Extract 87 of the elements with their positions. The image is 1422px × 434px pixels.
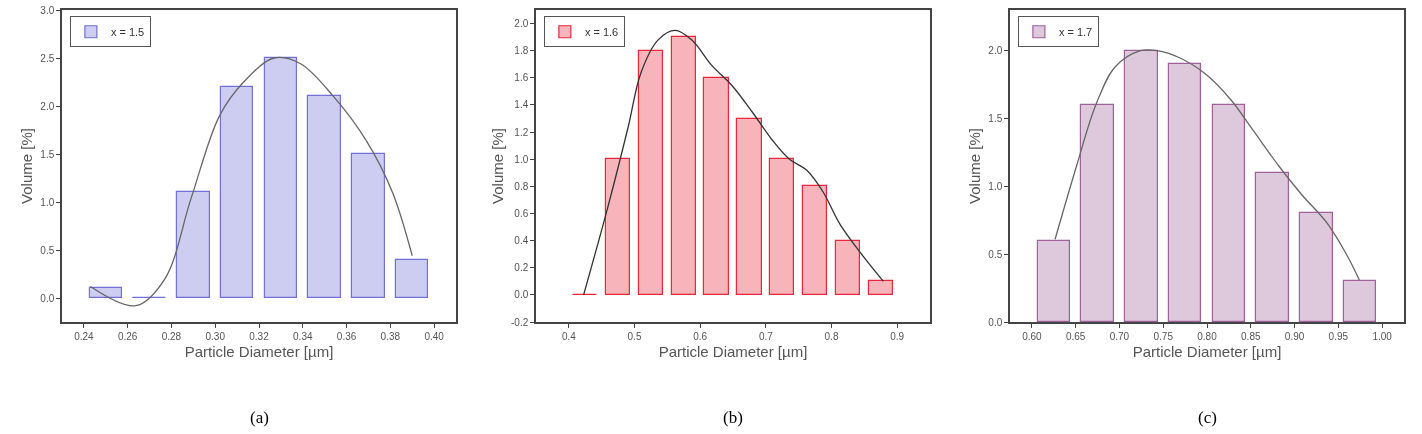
legend-label: x = 1.5 [110,26,145,39]
y-axis-title: Volume [%] [488,128,506,204]
y-axis-title: Volume [%] [18,128,36,204]
x-tick-label: 0.70 [1109,330,1130,342]
y-tick-label: -0.2 [511,316,529,328]
x-tick-label: 0.85 [1241,330,1261,342]
y-tick-label: 1.0 [988,180,1003,192]
bar [350,152,385,298]
x-tick-label: 0.80 [1197,330,1218,342]
x-tick-label: 0.7 [758,330,774,342]
y-tick-label: 1.8 [514,45,529,57]
bar [394,258,428,298]
bar [263,56,297,298]
bar [702,76,729,295]
bar [1036,239,1070,322]
x-tick-label: 0.30 [205,330,226,342]
y-tick-label: 1.5 [40,148,55,160]
y-tick-label: 1.6 [514,72,529,84]
bar [1079,103,1114,322]
bar [219,85,253,298]
y-tick-label: 2.0 [514,18,529,30]
bar [834,239,860,295]
x-tick-label: 0.8 [824,330,839,342]
legend-label: x = 1.6 [584,26,619,39]
y-tick-label: 1.4 [514,99,529,111]
text: (a) [250,408,269,427]
bar [1123,49,1158,322]
y-tick-label: 1.0 [514,153,529,165]
bar [1254,171,1289,322]
x-tick-label: 0.65 [1065,330,1086,342]
y-tick-label: 0.6 [514,207,529,219]
y-tick-label: 1.0 [40,196,55,208]
text: (c) [1198,408,1217,427]
x-tick-label: 0.5 [627,330,642,342]
bar [88,286,122,298]
y-tick-label: 2.0 [988,45,1003,57]
line-series [582,29,885,296]
x-axis-title: Particle Diameter [µm] [1132,343,1282,361]
bar [175,190,210,298]
y-tick-label: 0.0 [988,316,1003,328]
x-tick-label: 0.6 [693,330,708,342]
x-tick-label: 0.75 [1153,330,1174,342]
x-axis-title: Particle Diameter [µm] [658,343,808,361]
y-axis-title: Volume [%] [966,128,984,204]
x-tick-label: 0.9 [890,330,905,342]
bar [1211,103,1245,322]
bar [1167,62,1201,322]
x-tick-label: 1.00 [1372,330,1393,342]
y-tick-label: 2.0 [40,100,55,112]
y-tick-label: 0.4 [514,235,529,247]
y-tick-label: 0.5 [40,244,55,256]
y-tick-label: 1.5 [988,113,1003,125]
legend-label: x = 1.7 [1058,26,1093,39]
bar [637,49,663,295]
line-series [89,56,413,307]
x-tick-label: 0.26 [117,330,138,342]
y-tick-label: 0.0 [514,289,529,301]
bar [768,157,794,295]
bar [306,94,341,298]
y-tick-label: 2.5 [40,52,55,64]
x-tick-label: 0.32 [249,330,270,342]
x-tick-label: 0.90 [1284,330,1305,342]
y-tick-label: 1.2 [514,126,529,138]
x-tick-label: 0.34 [293,330,313,342]
bar [801,184,827,295]
x-tick-label: 0.28 [161,330,182,342]
y-tick-label: 0.2 [514,262,529,274]
y-tick-label: 0.0 [40,292,55,304]
bar [670,35,696,295]
x-tick-label: 0.40 [424,330,445,342]
x-tick-label: 0.38 [380,330,401,342]
y-tick-label: 3.0 [40,4,55,16]
line-series [1054,49,1360,281]
y-tick-label: 0.5 [988,248,1003,260]
bar [1342,279,1376,322]
x-axis-title: Particle Diameter [µm] [184,343,334,361]
bar [604,157,630,295]
x-tick-label: 0.60 [1022,330,1043,342]
bar [1298,211,1333,322]
bar [867,279,893,295]
text: (b) [723,408,743,427]
x-tick-label: 0.95 [1328,330,1349,342]
x-tick-label: 0.4 [561,330,577,342]
y-tick-label: 0.8 [514,180,529,192]
bar [735,117,762,295]
x-tick-label: 0.36 [336,330,357,342]
x-tick-label: 0.24 [74,330,95,342]
